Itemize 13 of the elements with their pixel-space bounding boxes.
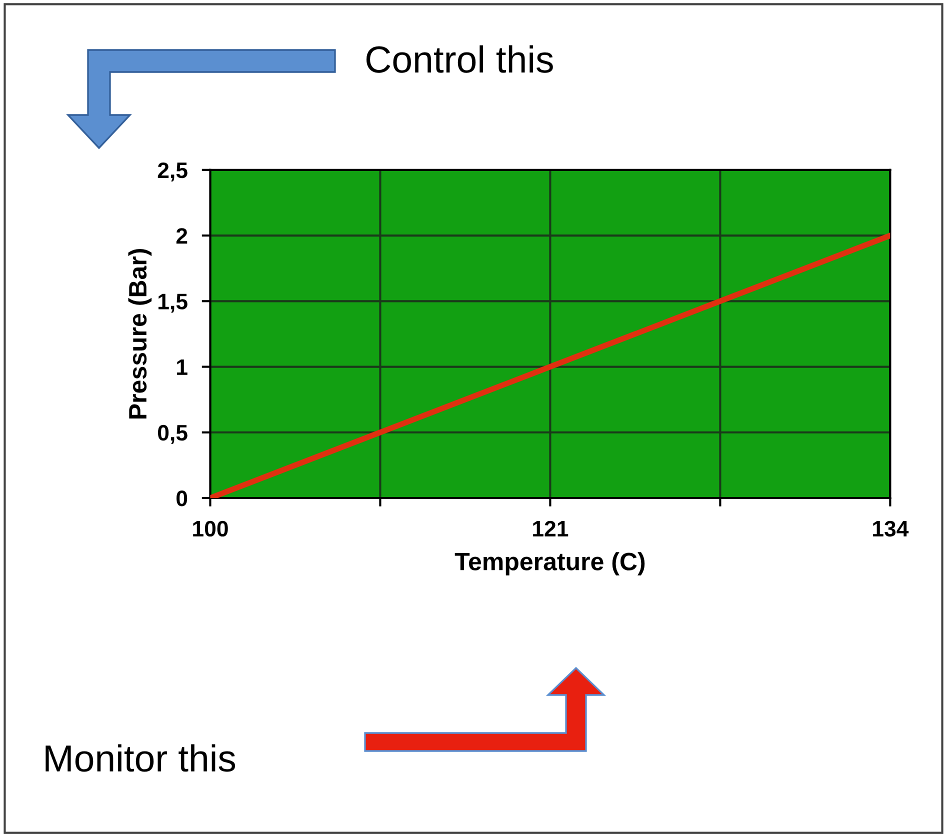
x-axis-title: Temperature (C) xyxy=(454,552,645,576)
text: Monitor this xyxy=(46,744,236,772)
y-tick-label: 1,5 xyxy=(158,294,188,313)
y-tick-label: 0,5 xyxy=(158,424,188,444)
text: Control this xyxy=(366,45,553,73)
y-axis-title: Pressure (Bar) xyxy=(128,249,152,418)
y-tick-label: 1 xyxy=(177,360,188,375)
x-tick-label: 134 xyxy=(873,520,909,537)
x-tick-label: 100 xyxy=(193,520,228,537)
y-tick-label: 0 xyxy=(176,490,188,506)
y-tick-label: 2,5 xyxy=(158,162,188,182)
x-tick-label: 121 xyxy=(533,520,568,536)
y-tick-label: 2 xyxy=(176,228,188,244)
